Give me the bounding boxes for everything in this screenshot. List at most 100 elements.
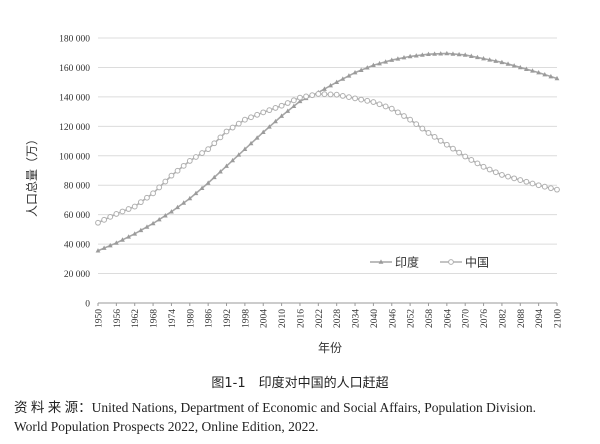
data-point bbox=[536, 69, 542, 75]
data-point bbox=[162, 213, 168, 218]
data-point bbox=[101, 216, 108, 223]
data-point bbox=[426, 51, 431, 56]
data-point bbox=[493, 58, 499, 63]
data-point bbox=[144, 224, 150, 229]
x-tick-label: 2034 bbox=[352, 309, 362, 328]
data-point bbox=[272, 105, 279, 111]
data-point bbox=[248, 140, 254, 146]
data-point bbox=[218, 169, 223, 174]
source-line-2: World Population Prospects 2022, Online … bbox=[14, 419, 319, 434]
data-point bbox=[241, 116, 248, 123]
data-point bbox=[248, 114, 254, 121]
series-lines bbox=[95, 50, 560, 253]
data-point bbox=[187, 195, 193, 201]
data-point bbox=[217, 134, 224, 141]
x-tick-label: 2094 bbox=[535, 309, 545, 328]
data-point bbox=[242, 146, 248, 151]
data-point bbox=[193, 154, 199, 160]
x-tick-label: 1956 bbox=[113, 309, 123, 328]
x-tick-label: 1962 bbox=[131, 309, 141, 328]
x-tick-label: 2010 bbox=[278, 309, 288, 328]
data-point bbox=[120, 237, 125, 242]
data-point bbox=[181, 200, 187, 205]
data-point bbox=[492, 169, 499, 176]
data-point bbox=[156, 216, 162, 222]
data-point bbox=[358, 67, 364, 72]
data-point bbox=[199, 150, 205, 156]
x-tick-label: 1950 bbox=[95, 309, 105, 328]
data-point bbox=[474, 160, 481, 167]
data-point bbox=[230, 157, 236, 163]
data-point bbox=[333, 91, 340, 98]
data-point bbox=[327, 91, 334, 98]
data-point bbox=[352, 95, 358, 102]
data-point bbox=[346, 94, 352, 101]
data-point bbox=[205, 146, 212, 153]
data-point bbox=[113, 211, 120, 217]
data-point bbox=[378, 259, 384, 264]
y-tick-label: 80 000 bbox=[64, 182, 90, 192]
legend-label: 中国 bbox=[465, 255, 489, 270]
y-tick-label: 180 000 bbox=[59, 35, 90, 45]
data-point bbox=[456, 149, 462, 156]
x-tick-label: 1992 bbox=[223, 309, 233, 328]
data-point bbox=[175, 204, 180, 210]
x-tick-label: 1980 bbox=[186, 309, 196, 328]
x-tick-label: 2064 bbox=[443, 309, 453, 328]
data-point bbox=[279, 113, 284, 118]
data-point bbox=[389, 57, 395, 62]
data-point bbox=[205, 180, 211, 185]
data-point bbox=[107, 242, 113, 248]
data-point bbox=[322, 86, 327, 91]
data-point bbox=[517, 177, 524, 183]
data-point bbox=[107, 213, 114, 220]
data-point bbox=[505, 173, 511, 180]
data-point bbox=[224, 163, 229, 168]
data-point bbox=[401, 113, 407, 119]
series-line bbox=[97, 52, 558, 252]
data-point bbox=[431, 133, 438, 140]
data-point bbox=[413, 53, 419, 58]
series-china bbox=[95, 91, 560, 226]
y-axis-title: 人口总量（万） bbox=[25, 133, 39, 217]
population-line-chart: 0 20 000 40 000 60 000 80 000 100 000 120 000 1… bbox=[25, 35, 564, 356]
data-point bbox=[180, 162, 187, 169]
data-point bbox=[419, 52, 425, 57]
data-point bbox=[236, 152, 242, 157]
data-point bbox=[95, 219, 101, 226]
data-point bbox=[260, 109, 267, 116]
data-point bbox=[547, 185, 554, 192]
data-point bbox=[266, 124, 272, 129]
data-point bbox=[315, 91, 322, 97]
data-point bbox=[95, 248, 101, 253]
y-tick-label: 60 000 bbox=[64, 211, 90, 221]
data-point bbox=[340, 76, 346, 81]
data-point bbox=[169, 209, 174, 214]
data-point bbox=[174, 167, 181, 174]
data-point bbox=[444, 50, 450, 56]
data-point bbox=[481, 56, 486, 61]
data-point bbox=[432, 51, 437, 56]
data-point bbox=[131, 203, 138, 210]
data-point bbox=[119, 208, 126, 215]
x-tick-label: 1998 bbox=[241, 309, 251, 328]
data-point bbox=[462, 153, 469, 160]
data-point bbox=[419, 125, 426, 132]
data-point bbox=[413, 121, 420, 128]
data-point bbox=[443, 141, 450, 148]
data-point bbox=[425, 130, 432, 136]
data-point bbox=[377, 60, 382, 66]
x-tick-label: 2004 bbox=[260, 309, 270, 328]
data-point bbox=[254, 111, 261, 118]
data-point bbox=[266, 107, 273, 114]
data-point bbox=[132, 231, 138, 236]
x-tick-label: 2100 bbox=[554, 309, 564, 328]
data-point bbox=[530, 68, 535, 73]
data-point bbox=[254, 135, 260, 140]
data-point bbox=[125, 206, 132, 212]
data-point bbox=[101, 245, 107, 250]
x-tick-label: 2082 bbox=[498, 309, 508, 328]
data-point bbox=[144, 194, 150, 201]
data-point bbox=[456, 51, 462, 57]
data-point bbox=[290, 97, 297, 104]
